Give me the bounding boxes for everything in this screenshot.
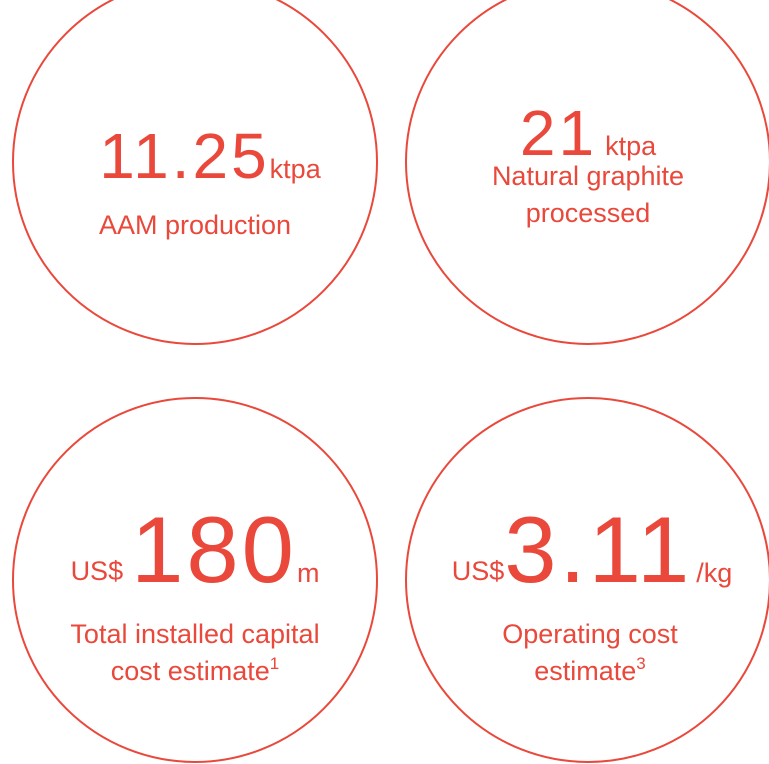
stat-label: Operating cost (502, 619, 678, 649)
stat-label: cost estimate1 (111, 654, 280, 686)
stat-label: AAM production (99, 210, 291, 240)
stat-value-line: US$3.11/kg (452, 497, 733, 602)
footnote-mark: 3 (636, 654, 645, 673)
stat-value-line: 21 ktpa (520, 97, 657, 169)
stat-unit: ktpa (270, 154, 322, 184)
stat-value: 180 (131, 497, 297, 602)
stat-unit: ktpa (605, 131, 657, 161)
stat-label-text: estimate (534, 656, 636, 686)
stat-prefix: US$ (71, 556, 124, 586)
stat-prefix: US$ (452, 556, 505, 586)
stat-value: 11.25 (99, 120, 269, 192)
stat-value: 3.11 (504, 497, 692, 602)
stat-unit: /kg (696, 558, 732, 588)
circle (12, 0, 378, 345)
stat-label: Natural graphite (492, 161, 684, 191)
stat-value: 21 (520, 97, 597, 169)
stat-label: Total installed capital (70, 619, 319, 649)
stat-value-line: 11.25ktpa (99, 120, 321, 192)
circle (12, 397, 378, 763)
stat-unit: m (297, 558, 320, 588)
stat-label: estimate3 (534, 654, 646, 686)
stat-label: processed (526, 198, 651, 228)
stat-label-text: cost estimate (111, 656, 270, 686)
circle (405, 0, 769, 345)
circle (405, 397, 769, 763)
stat-value-line: US$180m (71, 497, 320, 602)
footnote-mark: 1 (270, 654, 279, 673)
